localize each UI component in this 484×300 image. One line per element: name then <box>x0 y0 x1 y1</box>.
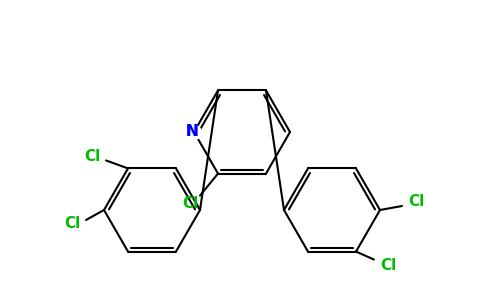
Text: Cl: Cl <box>182 196 198 211</box>
Text: Cl: Cl <box>408 194 424 209</box>
Text: Cl: Cl <box>84 149 100 164</box>
Text: Cl: Cl <box>380 258 396 273</box>
Text: N: N <box>186 124 198 140</box>
Text: Cl: Cl <box>64 217 80 232</box>
Text: N: N <box>186 124 198 140</box>
